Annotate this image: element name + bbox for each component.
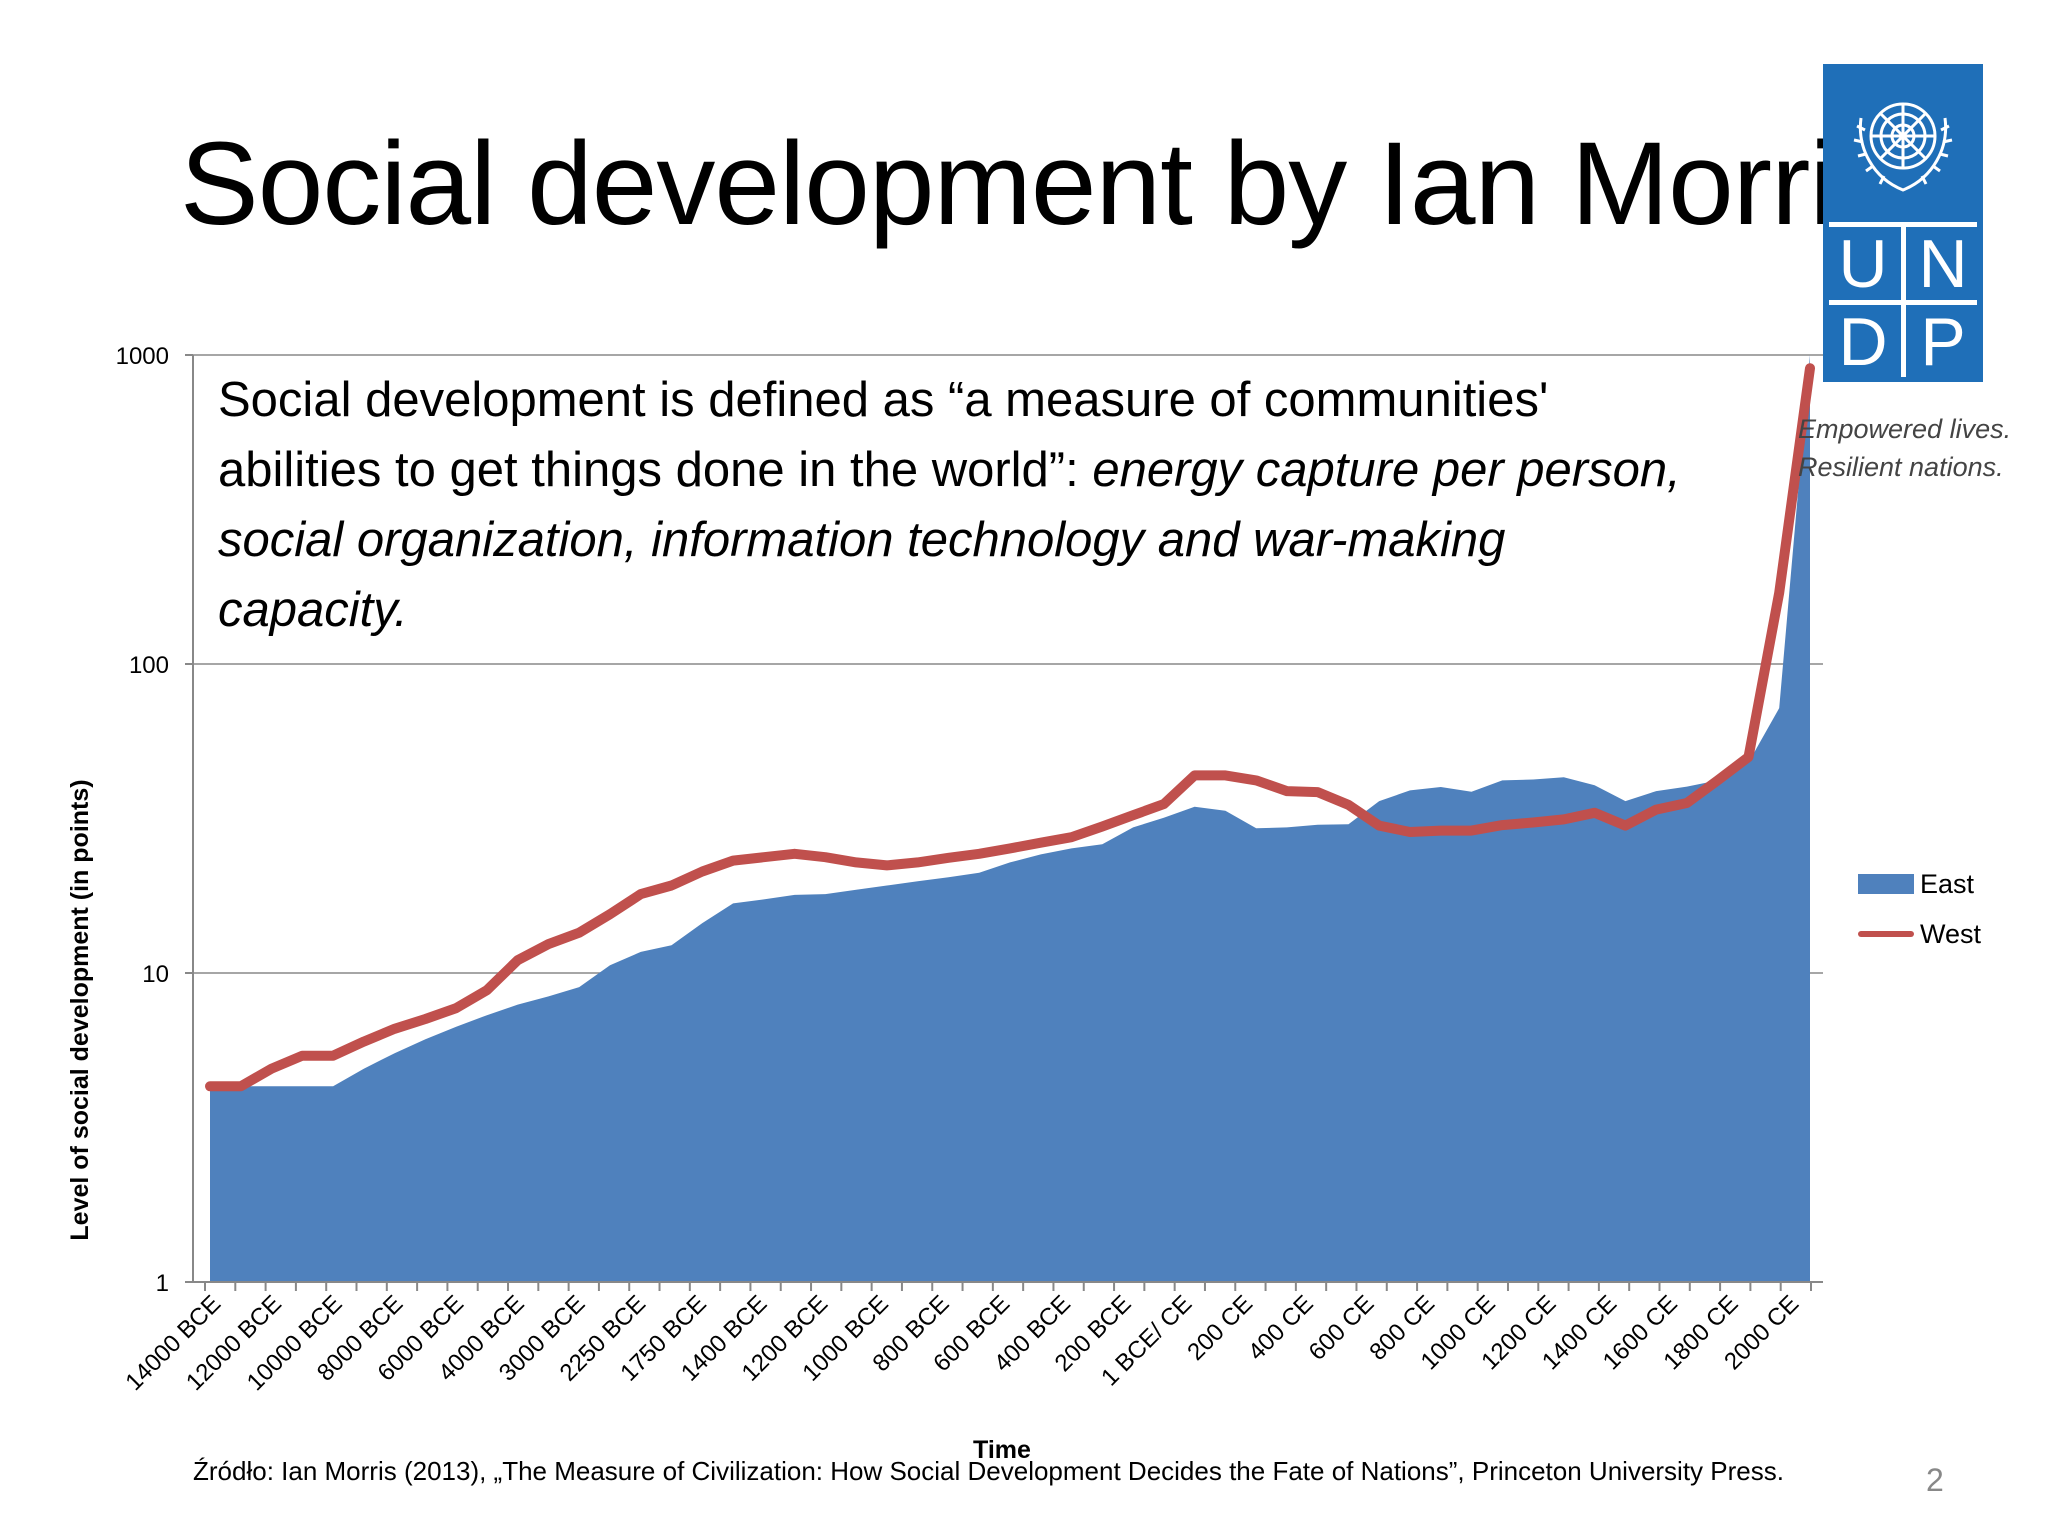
west-line-series — [205, 363, 1815, 1092]
legend-label-east: East — [1920, 868, 1975, 899]
y-axis-label: Level of social development (in points) — [66, 779, 94, 1240]
logo-letter-u: U — [1838, 226, 1888, 302]
logo-letter-n: N — [1918, 226, 1968, 302]
un-emblem-icon — [1853, 102, 1953, 192]
page-number: 2 — [1926, 1462, 1944, 1498]
legend-swatch-east — [1858, 874, 1914, 894]
logo-letter-d: D — [1838, 304, 1888, 380]
east-area — [210, 355, 1810, 1282]
y-tick-label: 100 — [129, 652, 169, 679]
source-citation: Źródło: Ian Morris (2013), „The Measure … — [193, 1456, 1784, 1486]
definition-components: energy capture per person, social organi… — [218, 443, 1681, 637]
chart-legend: East West — [1858, 866, 1981, 966]
legend-item-west: West — [1858, 916, 1981, 952]
legend-swatch-west — [1858, 931, 1914, 937]
x-axis-label: Time — [973, 1436, 1031, 1464]
definition-quote: Social development is defined as “a meas… — [218, 373, 1549, 497]
legend-label-west: West — [1920, 918, 1982, 949]
undp-logo: U N D P — [1823, 64, 1983, 382]
undp-logo-box: U N D P — [1823, 64, 1983, 382]
east-area-series — [210, 355, 1810, 1282]
west-line — [205, 363, 1815, 1092]
tagline-line-1: Empowered lives. — [1798, 414, 2012, 444]
y-tick-label: 1 — [156, 1270, 169, 1297]
slide-title: Social development by Ian Morris — [180, 118, 1894, 250]
y-tick-label: 10 — [142, 961, 169, 988]
undp-tagline: Empowered lives. Resilient nations. — [1798, 410, 2011, 486]
logo-divider-top — [1829, 222, 1977, 227]
logo-divider-vertical — [1901, 227, 1906, 377]
definition-text: Social development is defined as “a meas… — [218, 365, 1698, 645]
x-tick-label: 400 CE — [1243, 1290, 1319, 1366]
logo-letter-p: P — [1920, 304, 1966, 380]
y-tick-label: 1000 — [116, 343, 169, 370]
x-tick-label: 200 CE — [1182, 1290, 1258, 1366]
legend-item-east: East — [1858, 866, 1981, 902]
x-tick-label: 600 CE — [1304, 1290, 1380, 1366]
tagline-line-2: Resilient nations. — [1798, 452, 2004, 482]
